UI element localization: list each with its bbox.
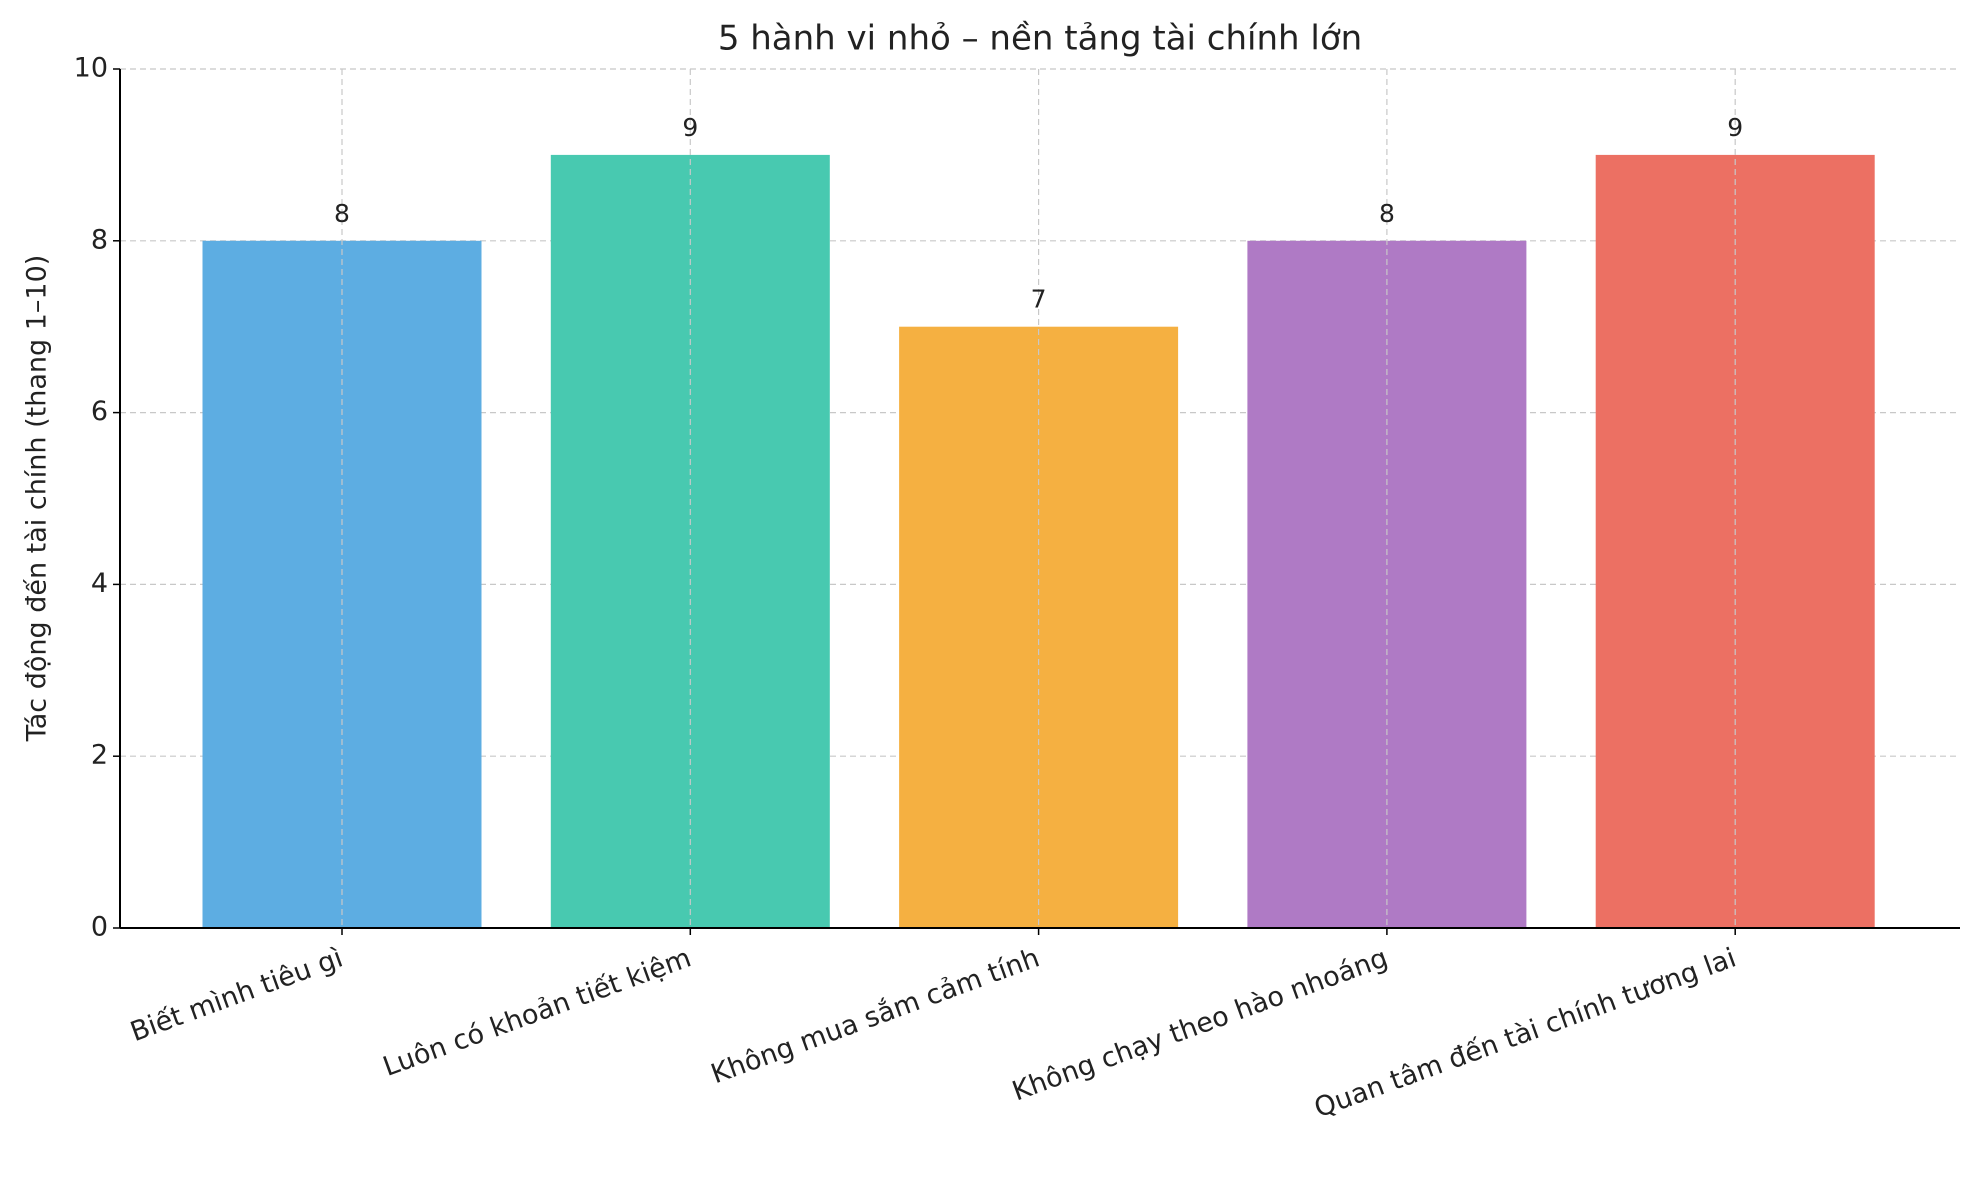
x-tick-label: Biết mình tiêu gì bbox=[126, 942, 347, 1048]
y-tick-label: 0 bbox=[91, 912, 108, 943]
x-tick-label: Luôn có khoản tiết kiệm bbox=[379, 942, 695, 1082]
y-tick-label: 4 bbox=[91, 568, 108, 599]
chart-title: 5 hành vi nhỏ – nền tảng tài chính lớn bbox=[718, 19, 1362, 59]
y-tick-label: 10 bbox=[74, 53, 108, 84]
value-label: 8 bbox=[334, 199, 350, 228]
y-axis-label: Tác động đến tài chính (thang 1–10) bbox=[22, 255, 53, 743]
x-tick-label: Không chạy theo hào nhoáng bbox=[1008, 942, 1392, 1107]
value-label: 9 bbox=[682, 113, 698, 142]
x-tick-label: Không mua sắm cảm tính bbox=[707, 942, 1043, 1090]
y-tick-label: 2 bbox=[91, 740, 108, 771]
value-label: 9 bbox=[1727, 113, 1743, 142]
y-tick-label: 8 bbox=[91, 224, 108, 255]
value-label: 8 bbox=[1379, 199, 1395, 228]
y-tick-label: 6 bbox=[91, 396, 108, 427]
value-label: 7 bbox=[1031, 285, 1047, 314]
bar bbox=[899, 326, 1179, 928]
